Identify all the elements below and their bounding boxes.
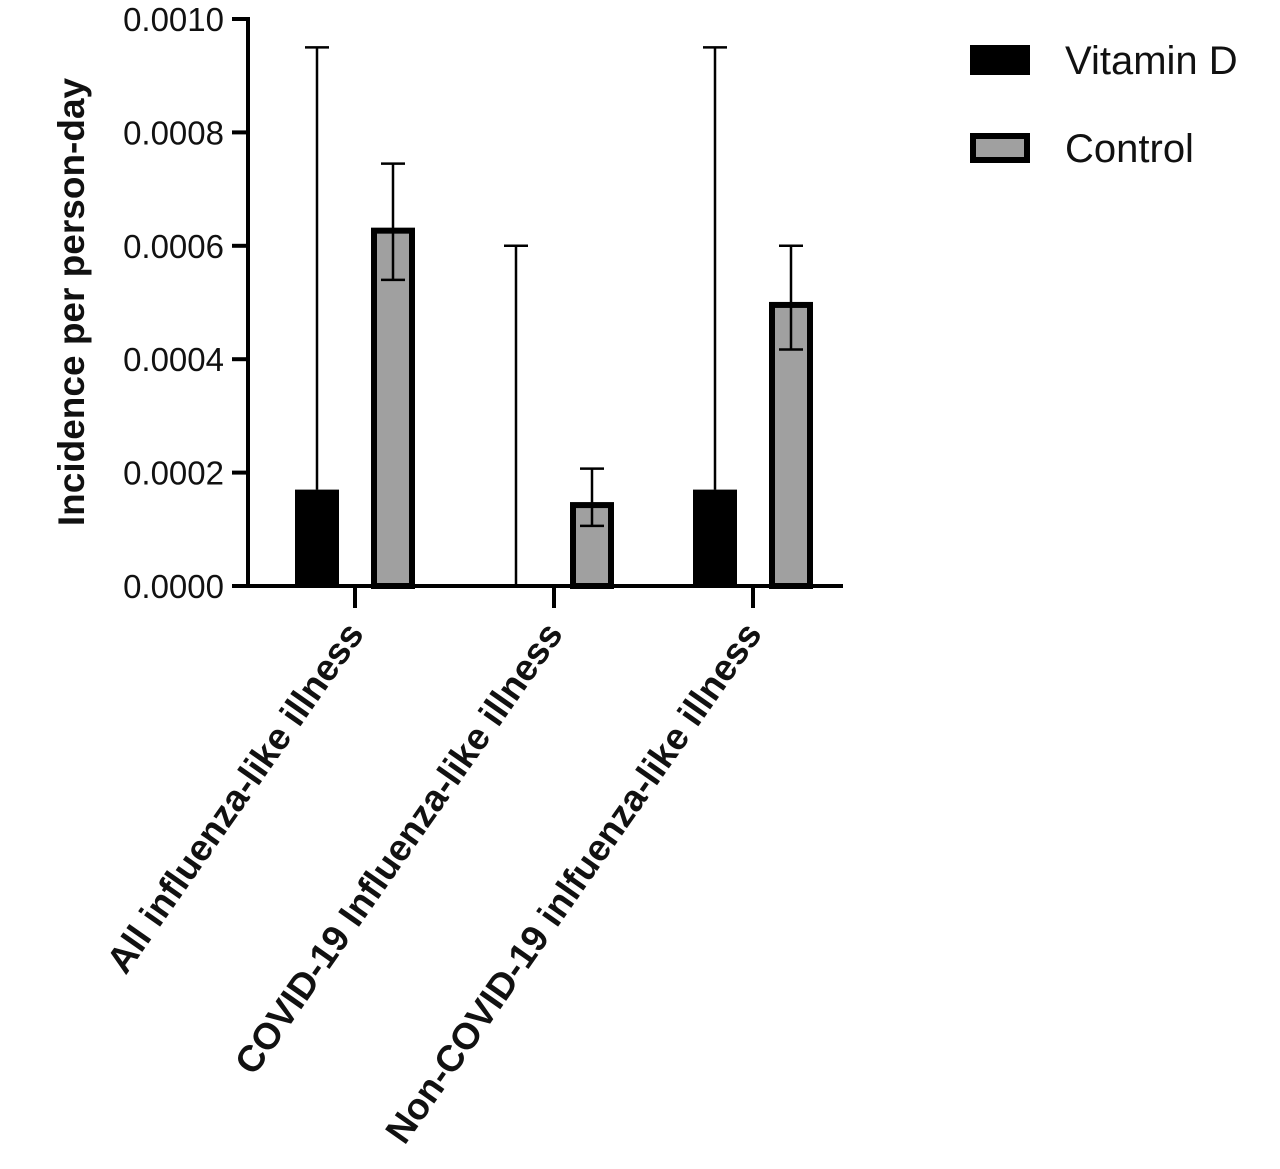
bar-vitamin-d: [693, 489, 737, 586]
legend-label: Vitamin D: [1065, 39, 1238, 83]
bar-vitamin-d: [295, 489, 339, 586]
legend: Vitamin D Control: [970, 39, 1238, 171]
bars: [295, 46, 813, 590]
legend-swatch-control: [970, 133, 1030, 163]
y-axis-title: Incidence per person-day: [51, 77, 92, 526]
y-tick-label: 0.0008: [123, 114, 224, 151]
legend-label: Control: [1065, 127, 1194, 171]
bar-control: [769, 301, 813, 589]
y-tick-label: 0.0004: [123, 341, 224, 378]
y-tick-label: 0.0000: [123, 568, 224, 605]
legend-swatch-vitamin-d: [970, 45, 1030, 75]
y-tick-label: 0.0010: [123, 1, 224, 38]
x-category-label: Non-COVID-19 inlfuenza-like illness: [377, 615, 769, 1150]
y-tick-label: 0.0002: [123, 455, 224, 492]
bar-control: [371, 227, 415, 589]
x-category-label: COVID-19 Influenza-like illness: [227, 615, 571, 1081]
y-axis: 0.0000 0.0002 0.0004 0.0006 0.0008 0.0010: [123, 1, 250, 605]
y-tick-label: 0.0006: [123, 228, 224, 265]
